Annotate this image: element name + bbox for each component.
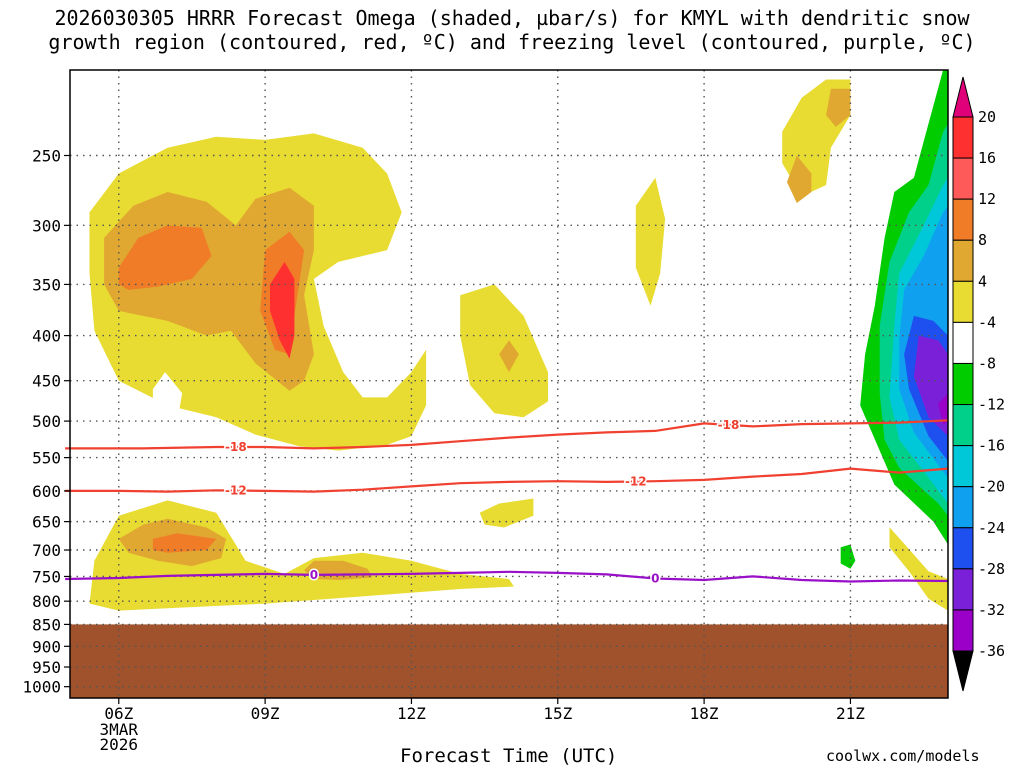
colorbar-label-7: -12 (978, 396, 1005, 414)
omega-region-11 (787, 155, 812, 203)
colorbar-label-6: -8 (978, 354, 996, 372)
x-tick-label-21Z: 21Z (836, 704, 865, 723)
y-tick-label-900: 900 (32, 637, 61, 656)
colorbar-band-10 (952, 527, 974, 570)
contour-label--12-1: -12 (625, 475, 647, 489)
y-tick-label-650: 650 (32, 513, 61, 532)
omega-region-14 (118, 225, 212, 290)
omega-region-20 (262, 490, 273, 507)
x-tick-label-15Z: 15Z (543, 704, 572, 723)
colorbar-top-arrow (952, 76, 974, 118)
colorbar-label-0: 20 (978, 108, 996, 126)
y-tick-label-550: 550 (32, 449, 61, 468)
y-tick-label-800: 800 (32, 592, 61, 611)
plot-frame (69, 69, 949, 699)
colorbar-band-2 (952, 198, 974, 241)
x-date-label-0: 3MAR (100, 720, 139, 739)
x-tick-label-06Z: 06Z (104, 704, 133, 723)
x-tick-label-12Z: 12Z (397, 704, 426, 723)
colorbar-label-1: 16 (978, 149, 996, 167)
contour-layer: -18 -18 -12 -12 0 0 (65, 416, 949, 587)
colorbar-band-9 (952, 486, 974, 529)
colorbar-label-3: 8 (978, 231, 987, 249)
y-tick-label-1000: 1000 (22, 678, 61, 697)
y-tick-label-700: 700 (32, 541, 61, 560)
y-tick-label-350: 350 (32, 275, 61, 294)
terrain-fill (70, 624, 948, 698)
colorbar-band-5 (952, 321, 974, 364)
colorbar-label-2: 12 (978, 190, 996, 208)
omega-region-30 (913, 335, 948, 437)
colorbar-label-12: -32 (978, 601, 1005, 619)
chart-title: 2026030305 HRRR Forecast Omega (shaded, … (0, 6, 1024, 54)
contour--12 (65, 467, 949, 493)
chart-title-line1: 2026030305 HRRR Forecast Omega (shaded, … (54, 6, 970, 30)
x-axis-title: Forecast Time (UTC) (400, 745, 618, 767)
colorbar-band-0 (952, 116, 974, 159)
contour-label-0-0: 0 (310, 568, 318, 582)
contour-label--12-0: -12 (225, 484, 247, 498)
colorbar-band-4 (952, 280, 974, 323)
omega-region-18 (270, 261, 295, 359)
colorbar-label-4: 4 (978, 272, 987, 290)
omega-region-4 (635, 177, 666, 306)
y-tick-label-850: 850 (32, 615, 61, 634)
colorbar-label-5: -4 (978, 313, 996, 331)
colorbar-band-6 (952, 362, 974, 406)
grid-layer (70, 70, 948, 698)
colorbar-band-12 (952, 609, 974, 652)
omega-region-3 (479, 498, 534, 528)
contour-label-0-1: 0 (651, 571, 659, 585)
terrain-layer (70, 624, 948, 698)
y-tick-label-750: 750 (32, 567, 61, 586)
y-tick-label-400: 400 (32, 327, 61, 346)
y-tick-label-600: 600 (32, 482, 61, 501)
y-tick-label-450: 450 (32, 372, 61, 391)
omega-region-19 (152, 372, 183, 427)
colorbar-label-11: -28 (978, 560, 1005, 578)
x-date-label-1: 2026 (100, 735, 139, 754)
omega-region-10 (826, 88, 851, 127)
colorbar-band-8 (952, 445, 974, 488)
colorbar-bottom-arrow (952, 650, 974, 692)
contour-label--18-1: -18 (718, 418, 740, 432)
omega-shading-layer (89, 70, 948, 611)
contour-0 (65, 570, 949, 583)
x-tick-label-09Z: 09Z (251, 704, 280, 723)
colorbar-band-3 (952, 239, 974, 282)
omega-region-12 (499, 340, 519, 373)
contour-label--18-0: -18 (225, 440, 247, 454)
axis-layer: 250 300 350 400 450 500 550 600 650 700 750 800 850 9… (22, 69, 949, 754)
omega-region-16 (152, 533, 217, 553)
y-tick-label-500: 500 (32, 412, 61, 431)
colorbar-label-13: -36 (978, 642, 1005, 660)
credit-text: coolwx.com/models (826, 747, 980, 765)
colorbar: 20 16 12 8 4 -4 -8 -12 -16 -20 -24 -28 -32 -36 (952, 76, 1005, 692)
y-tick-label-300: 300 (32, 216, 61, 235)
colorbar-band-11 (952, 568, 974, 611)
contour--18 (65, 419, 949, 450)
chart-title-line2: growth region (contoured, red, ºC) and f… (48, 30, 976, 54)
omega-region-31 (938, 393, 948, 425)
colorbar-band-1 (952, 157, 974, 200)
omega-region-21 (689, 256, 773, 359)
colorbar-label-10: -24 (978, 519, 1005, 537)
y-tick-label-950: 950 (32, 658, 61, 677)
colorbar-band-7 (952, 404, 974, 447)
x-tick-label-18Z: 18Z (690, 704, 719, 723)
omega-region-22 (796, 508, 866, 582)
y-tick-label-250: 250 (32, 146, 61, 165)
colorbar-label-8: -16 (978, 437, 1005, 455)
colorbar-label-9: -20 (978, 478, 1005, 496)
